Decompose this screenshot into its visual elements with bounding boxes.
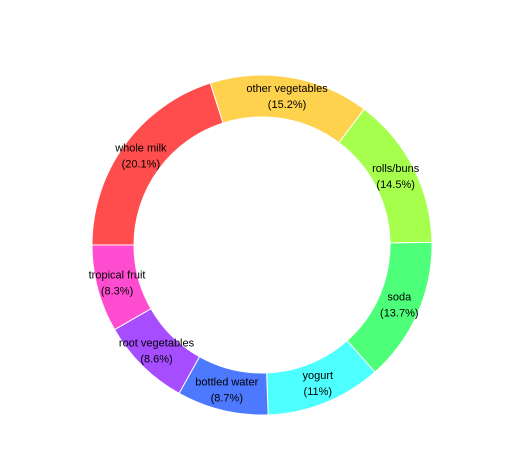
donut-segment [91,244,152,331]
segment-label: tropical fruit [89,270,146,282]
segment-value-label: (14.5%) [376,179,415,191]
segment-value-label: (13.7%) [380,307,419,319]
segment-value-label: (20.1%) [122,158,161,170]
segment-value-label: (11%) [304,386,333,398]
segment-label: yogurt [303,370,334,382]
segment-value-label: (8.3%) [101,286,133,298]
segment-label: bottled water [195,377,258,389]
segment-label: whole milk [114,142,167,154]
segment-label: root vegetables [119,338,195,350]
donut-segment [338,108,433,244]
segment-value-label: (8.7%) [211,393,243,405]
segment-value-label: (8.6%) [140,354,172,366]
segment-label: rolls/buns [372,163,420,175]
segment-label: soda [387,291,412,303]
segment-label: other vegetables [246,83,328,95]
segment-value-label: (15.2%) [268,99,307,111]
